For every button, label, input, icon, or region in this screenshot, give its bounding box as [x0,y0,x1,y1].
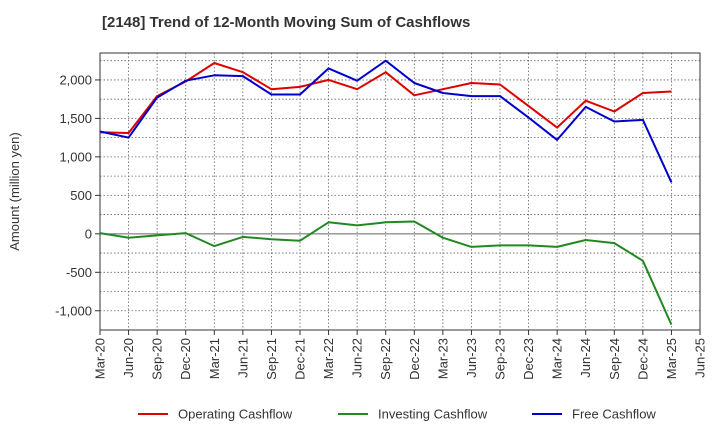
series-line-1 [99,62,672,134]
y-tick-label: 2,000 [59,72,92,87]
series-line-2 [99,220,673,326]
x-tick-label: Dec-23 [521,338,536,380]
x-tick-label: Dec-22 [407,338,422,380]
legend-label: Free Cashflow [572,407,656,422]
x-tick-label: Jun-23 [464,338,479,378]
chart-title: [2148] Trend of 12-Month Moving Sum of C… [102,14,471,31]
y-tick-label: 0 [85,226,92,241]
y-tick-label: 1,500 [59,111,92,126]
x-tick-label: Mar-21 [207,338,222,379]
plot-frame [99,52,701,331]
x-tick-label: Jun-25 [693,338,708,378]
x-tick-label: Mar-22 [321,338,336,379]
x-tick-label: Jun-24 [578,338,593,378]
y-tick-label: 500 [70,188,92,203]
x-tick-label: Dec-24 [635,338,650,380]
legend-label: Operating Cashflow [178,407,293,422]
x-tick-label: Jun-22 [350,338,365,378]
x-tick-label: Mar-20 [93,338,108,379]
x-tick-label: Sep-23 [493,338,508,380]
x-tick-label: Sep-20 [150,338,165,380]
x-tick-label: Dec-21 [293,338,308,380]
x-tick-label: Mar-23 [435,338,450,379]
x-tick-label: Jun-20 [121,338,136,378]
x-tick-label: Sep-24 [607,338,622,380]
x-tick-label: Sep-21 [264,338,279,380]
y-tick-label: -1,000 [55,303,92,318]
x-tick-label: Jun-21 [235,338,250,378]
legend-label: Investing Cashflow [378,407,488,422]
x-tick-label: Mar-24 [550,338,565,379]
y-axis-label: Amount (million yen) [7,132,22,251]
series-line-3 [99,59,673,183]
x-tick-label: Mar-25 [664,338,679,379]
y-tick-label: -500 [66,265,92,280]
x-tick-label: Sep-22 [378,338,393,380]
y-tick-label: 1,000 [59,149,92,164]
x-tick-label: Dec-20 [178,338,193,380]
